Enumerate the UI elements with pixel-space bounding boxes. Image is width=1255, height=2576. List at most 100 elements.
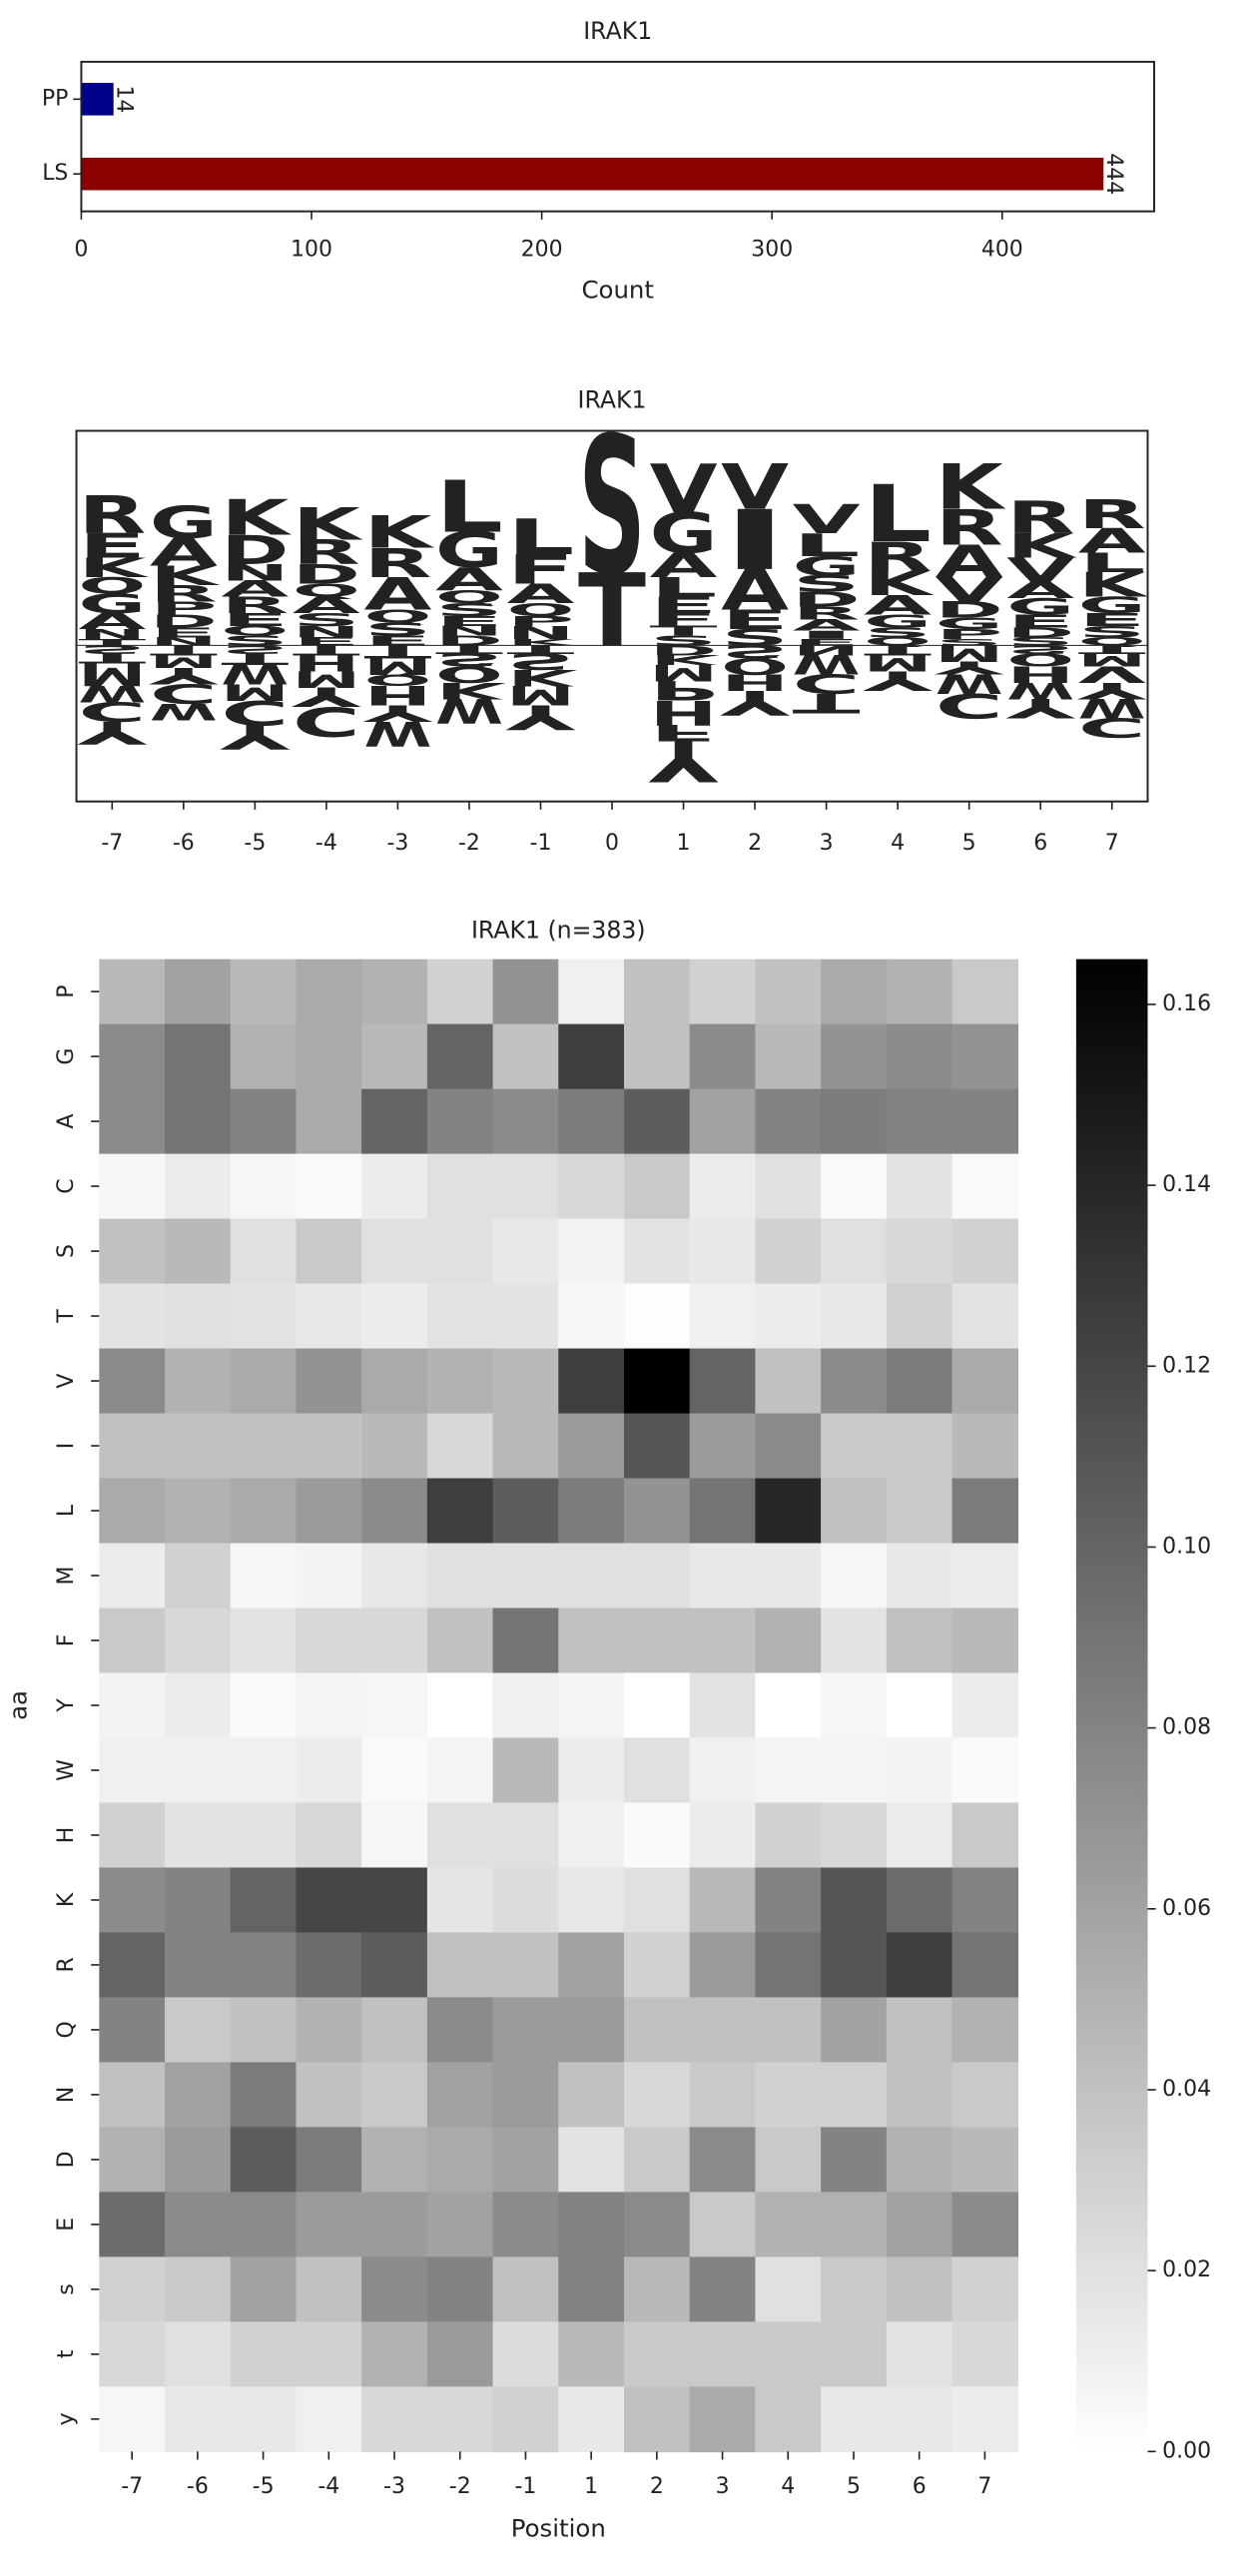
- logo-letter: D: [150, 611, 218, 632]
- heat-cell: [361, 1737, 428, 1804]
- heat-cell: [689, 2386, 757, 2453]
- heat-cell: [230, 2256, 298, 2323]
- heat-cell: [951, 1737, 1019, 1804]
- heat-cell: [951, 2127, 1019, 2194]
- logo-letter: K: [507, 637, 578, 647]
- x-tick-label: 1: [677, 831, 691, 856]
- logo-letter: T: [78, 637, 146, 647]
- heat-cell: [951, 1023, 1019, 1090]
- y-tick-label: L: [54, 1504, 79, 1517]
- heat-cell: [361, 2386, 428, 2453]
- bar: [81, 83, 114, 116]
- heat-cell: [821, 1932, 888, 1999]
- heat-cell: [296, 1153, 362, 1220]
- heat-cell: [165, 1672, 232, 1739]
- logo-letter: G: [1078, 592, 1146, 618]
- heat-cell: [492, 1672, 560, 1739]
- heat-cell: [886, 2386, 953, 2453]
- heat-cell: [558, 1543, 625, 1610]
- logo-letter: M: [150, 651, 218, 672]
- logo-letter: A: [363, 568, 431, 620]
- logo-letter: W: [363, 714, 431, 753]
- heat-cell: [623, 1932, 691, 1999]
- heat-cell: [689, 2192, 757, 2258]
- heat-cell: [558, 2192, 625, 2258]
- logo-letter: C: [936, 686, 1003, 725]
- heat-cell: [689, 2256, 757, 2323]
- heat-cell: [165, 2321, 232, 2388]
- heat-cell: [426, 1997, 494, 2064]
- logo-letter: T: [1078, 643, 1146, 656]
- heat-cell: [558, 1153, 625, 1220]
- logo-letter: S: [721, 641, 789, 662]
- heat-cell: [951, 1867, 1019, 1934]
- heat-cell: [296, 1088, 362, 1155]
- heat-cell: [296, 2256, 362, 2323]
- heat-cell: [821, 1413, 888, 1480]
- heat-cell: [689, 2062, 757, 2129]
- heat-cell: [689, 1543, 757, 1610]
- heat-cell: [230, 1088, 298, 1155]
- y-tick-label: T: [54, 1309, 79, 1324]
- heat-cell: [951, 1413, 1019, 1480]
- heat-cell: [99, 1543, 166, 1610]
- logo-letter: S: [936, 637, 1003, 647]
- logo-letter: S: [1006, 643, 1074, 656]
- heat-cell: [492, 1088, 560, 1155]
- heat-cell: [755, 1153, 822, 1220]
- logo-letter: L: [507, 509, 575, 566]
- heat-cell: [99, 1608, 166, 1674]
- logo-letter: E: [435, 614, 503, 630]
- heat-cell: [296, 1283, 362, 1350]
- heat-cell: [821, 1023, 888, 1090]
- heat-cell: [755, 1802, 822, 1869]
- logo-letter: G: [793, 551, 861, 582]
- heat-cell: [492, 1867, 560, 1934]
- colorbar-tick-label: 0.16: [1162, 991, 1211, 1016]
- y-tick-label: N: [54, 2087, 79, 2103]
- logo-letter: T: [363, 641, 431, 662]
- heat-cell: [558, 1802, 625, 1869]
- heat-cell: [558, 1088, 625, 1155]
- heat-cell: [492, 1737, 560, 1804]
- logo-letter: T: [578, 552, 646, 669]
- logo-letter: K: [1078, 566, 1149, 605]
- logo-letter: W: [150, 699, 218, 725]
- y-tick-label: K: [54, 1892, 79, 1907]
- x-tick-label: 4: [781, 2474, 795, 2499]
- heat-cell: [821, 2062, 888, 2129]
- logo-letter: V: [1006, 551, 1074, 590]
- heat-cell: [755, 2192, 822, 2258]
- heat-cell: [426, 1932, 494, 1999]
- y-tick-label: D: [54, 2151, 79, 2168]
- heat-cell: [230, 1153, 298, 1220]
- heat-cell: [886, 1672, 953, 1739]
- heat-cell: [821, 1283, 888, 1350]
- logo-letter: H: [1006, 661, 1074, 687]
- logo-letter: Y: [720, 683, 791, 722]
- heat-cell: [492, 1932, 560, 1999]
- heat-cell: [361, 1348, 428, 1415]
- logo-letter: P: [507, 614, 575, 630]
- logo-letter: D: [936, 597, 1003, 623]
- heat-cell: [558, 2062, 625, 2129]
- logo-letter: T: [650, 623, 718, 639]
- heat-cell: [99, 2256, 166, 2323]
- logo-letter: Y: [505, 698, 576, 737]
- heat-cell: [99, 1413, 166, 1480]
- logo-letter: Q: [721, 653, 789, 679]
- x-tick-label: 4: [891, 831, 905, 856]
- heat-cell: [623, 1218, 691, 1285]
- logo-letter: E: [150, 625, 218, 641]
- heat-cell: [821, 1543, 888, 1610]
- heat-cell: [99, 1153, 166, 1220]
- heat-cell: [165, 2062, 232, 2129]
- logo-letter: W: [936, 668, 1003, 699]
- logo-letter: S: [221, 643, 289, 656]
- heat-cell: [755, 1608, 822, 1674]
- heat-cell: [296, 1867, 362, 1934]
- heat-cell: [558, 2256, 625, 2323]
- y-tick-label: G: [54, 1048, 79, 1065]
- logo-letter: G: [435, 522, 503, 579]
- heat-cell: [492, 2321, 560, 2388]
